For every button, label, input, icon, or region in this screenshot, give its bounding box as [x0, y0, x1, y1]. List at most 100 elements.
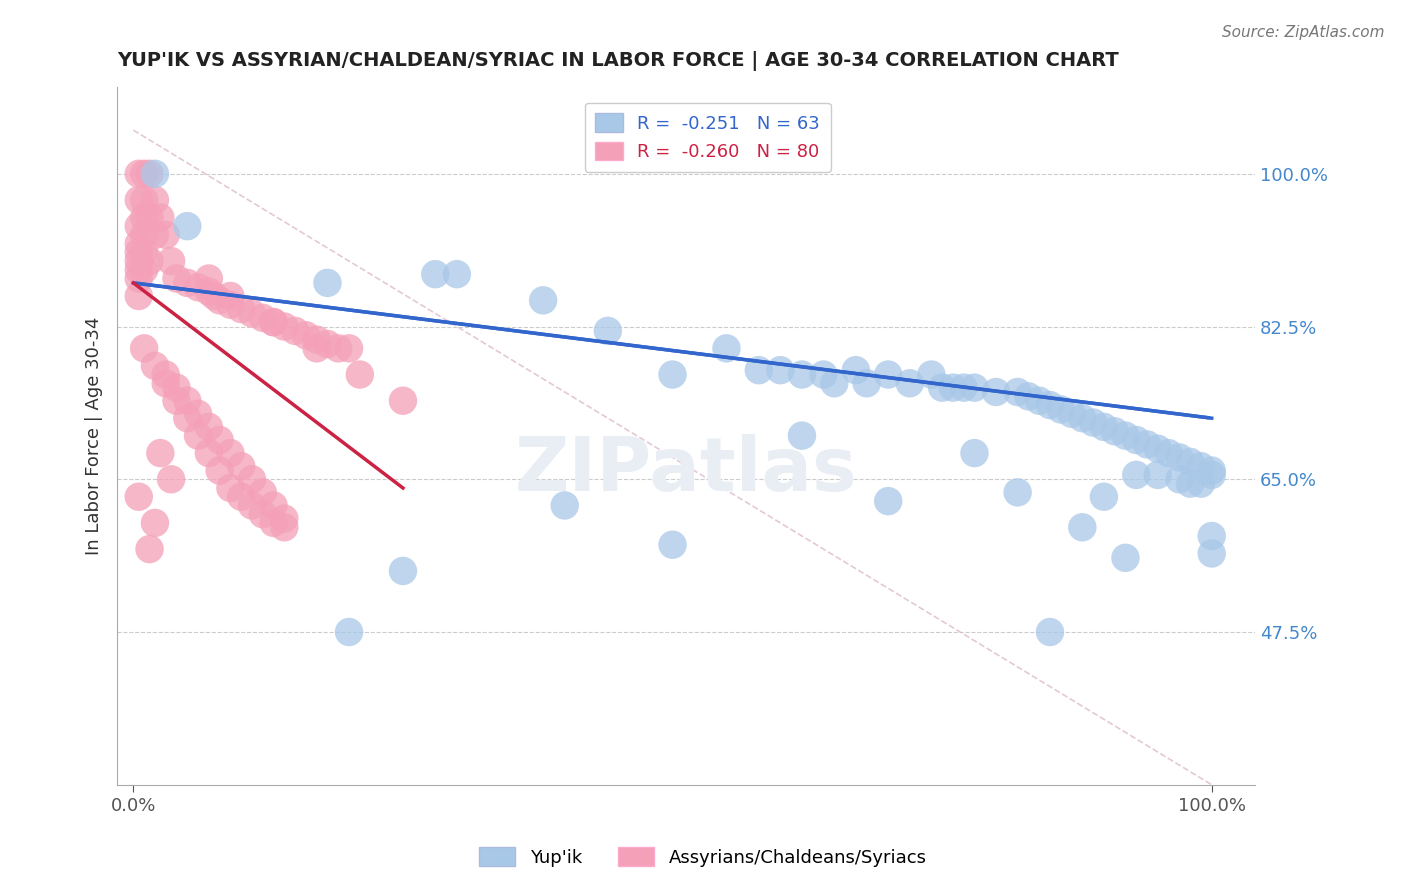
Point [984, 384, 1007, 399]
Point [1189, 476, 1212, 491]
Point [208, 464, 231, 478]
Point [263, 315, 285, 329]
Point [554, 499, 576, 513]
Point [176, 393, 198, 408]
Point [1071, 520, 1094, 534]
Point [1201, 546, 1223, 560]
Point [160, 472, 183, 486]
Point [176, 411, 198, 425]
Point [128, 490, 150, 504]
Point [1092, 420, 1115, 434]
Point [305, 333, 328, 347]
Point [263, 315, 285, 329]
Point [134, 262, 156, 277]
Legend: Yup'ik, Assyrians/Chaldeans/Syriacs: Yup'ik, Assyrians/Chaldeans/Syriacs [472, 840, 934, 874]
Point [1168, 472, 1191, 486]
Point [134, 342, 156, 356]
Point [877, 368, 900, 382]
Point [1125, 467, 1147, 482]
Point [284, 324, 307, 338]
Point [134, 193, 156, 207]
Point [138, 542, 160, 557]
Point [134, 167, 156, 181]
Point [240, 499, 263, 513]
Point [273, 520, 295, 534]
Point [149, 446, 172, 460]
Point [1028, 393, 1050, 408]
Point [661, 538, 683, 552]
Point [198, 420, 221, 434]
Point [1178, 455, 1201, 469]
Point [263, 516, 285, 530]
Point [143, 227, 166, 242]
Point [898, 376, 921, 391]
Point [328, 342, 350, 356]
Point [128, 289, 150, 303]
Point [128, 236, 150, 251]
Point [273, 511, 295, 525]
Point [231, 459, 253, 474]
Point [661, 368, 683, 382]
Point [231, 490, 253, 504]
Point [1114, 550, 1136, 565]
Point [138, 167, 160, 181]
Point [134, 211, 156, 225]
Point [219, 481, 242, 495]
Point [128, 245, 150, 260]
Point [1071, 411, 1094, 425]
Point [1168, 450, 1191, 465]
Point [1125, 433, 1147, 447]
Point [1081, 416, 1104, 430]
Point [1201, 464, 1223, 478]
Point [1039, 625, 1062, 640]
Text: Source: ZipAtlas.com: Source: ZipAtlas.com [1222, 25, 1385, 40]
Point [1017, 389, 1039, 403]
Point [208, 433, 231, 447]
Point [187, 407, 209, 421]
Point [855, 376, 877, 391]
Point [166, 271, 188, 285]
Point [316, 276, 339, 290]
Point [219, 289, 242, 303]
Point [1007, 384, 1029, 399]
Point [337, 625, 360, 640]
Point [920, 368, 942, 382]
Point [273, 319, 295, 334]
Y-axis label: In Labor Force | Age 30-34: In Labor Force | Age 30-34 [86, 317, 103, 555]
Point [143, 167, 166, 181]
Point [240, 472, 263, 486]
Point [202, 289, 225, 303]
Point [305, 342, 328, 356]
Point [1114, 428, 1136, 442]
Point [198, 446, 221, 460]
Point [392, 393, 415, 408]
Point [128, 219, 150, 234]
Point [1007, 485, 1029, 500]
Point [1049, 402, 1071, 417]
Point [316, 337, 339, 351]
Point [1146, 442, 1168, 456]
Point [198, 285, 221, 299]
Point [187, 428, 209, 442]
Point [1146, 467, 1168, 482]
Point [143, 193, 166, 207]
Point [166, 381, 188, 395]
Point [240, 306, 263, 320]
Point [1189, 459, 1212, 474]
Point [349, 368, 371, 382]
Point [1157, 446, 1180, 460]
Point [446, 267, 468, 281]
Point [252, 507, 274, 521]
Point [176, 219, 198, 234]
Point [1201, 467, 1223, 482]
Point [845, 363, 868, 377]
Point [134, 227, 156, 242]
Point [1201, 529, 1223, 543]
Point [337, 342, 360, 356]
Point [138, 254, 160, 268]
Point [392, 564, 415, 578]
Point [155, 376, 177, 391]
Point [790, 368, 813, 382]
Point [155, 227, 177, 242]
Point [1092, 490, 1115, 504]
